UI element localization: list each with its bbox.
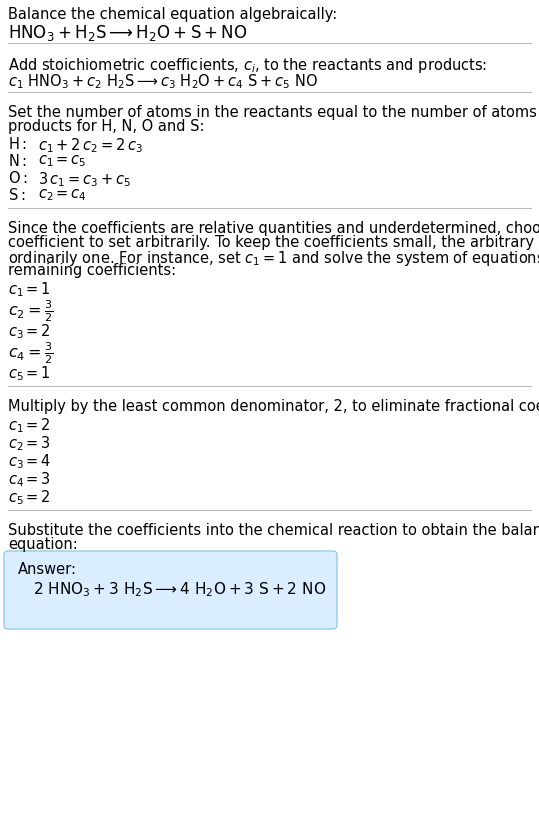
Text: $\mathrm{N:}$: $\mathrm{N:}$ <box>8 153 27 169</box>
Text: $c_2 = \frac{3}{2}$: $c_2 = \frac{3}{2}$ <box>8 298 53 324</box>
Text: $3\,c_1 = c_3 + c_5$: $3\,c_1 = c_3 + c_5$ <box>38 170 132 189</box>
Text: $c_1 = 2$: $c_1 = 2$ <box>8 416 51 435</box>
Text: $\mathrm{HNO_3 + H_2S} \longrightarrow \mathrm{H_2O + S + NO}$: $\mathrm{HNO_3 + H_2S} \longrightarrow \… <box>8 23 247 43</box>
Text: $c_3 = 4$: $c_3 = 4$ <box>8 452 51 471</box>
Text: $\mathrm{O:}$: $\mathrm{O:}$ <box>8 170 27 186</box>
Text: $c_2 = c_4$: $c_2 = c_4$ <box>38 187 87 203</box>
Text: Add stoichiometric coefficients, $c_i$, to the reactants and products:: Add stoichiometric coefficients, $c_i$, … <box>8 56 487 75</box>
Text: remaining coefficients:: remaining coefficients: <box>8 263 176 278</box>
Text: ordinarily one. For instance, set $c_1 = 1$ and solve the system of equations fo: ordinarily one. For instance, set $c_1 =… <box>8 249 539 268</box>
Text: $c_4 = \frac{3}{2}$: $c_4 = \frac{3}{2}$ <box>8 340 53 366</box>
Text: $\mathrm{H:}$: $\mathrm{H:}$ <box>8 136 27 152</box>
Text: $c_1 = 1$: $c_1 = 1$ <box>8 280 51 298</box>
Text: coefficient to set arbitrarily. To keep the coefficients small, the arbitrary va: coefficient to set arbitrarily. To keep … <box>8 235 539 250</box>
FancyBboxPatch shape <box>4 551 337 629</box>
Text: Substitute the coefficients into the chemical reaction to obtain the balanced: Substitute the coefficients into the che… <box>8 523 539 538</box>
Text: $c_4 = 3$: $c_4 = 3$ <box>8 470 51 489</box>
Text: $2\ \mathrm{HNO_3} + 3\ \mathrm{H_2S} \longrightarrow 4\ \mathrm{H_2O} + 3\ \mat: $2\ \mathrm{HNO_3} + 3\ \mathrm{H_2S} \l… <box>33 580 326 598</box>
Text: equation:: equation: <box>8 537 78 552</box>
Text: Answer:: Answer: <box>18 562 77 577</box>
Text: $c_1 = c_5$: $c_1 = c_5$ <box>38 153 87 169</box>
Text: Set the number of atoms in the reactants equal to the number of atoms in the: Set the number of atoms in the reactants… <box>8 105 539 120</box>
Text: $c_1\ \mathrm{HNO_3} + c_2\ \mathrm{H_2S} \longrightarrow c_3\ \mathrm{H_2O} + c: $c_1\ \mathrm{HNO_3} + c_2\ \mathrm{H_2S… <box>8 72 318 90</box>
Text: $c_5 = 1$: $c_5 = 1$ <box>8 364 51 383</box>
Text: Since the coefficients are relative quantities and underdetermined, choose a: Since the coefficients are relative quan… <box>8 221 539 236</box>
Text: products for H, N, O and S:: products for H, N, O and S: <box>8 119 204 134</box>
Text: Balance the chemical equation algebraically:: Balance the chemical equation algebraica… <box>8 7 337 22</box>
Text: $\mathrm{S:}$: $\mathrm{S:}$ <box>8 187 25 203</box>
Text: $c_5 = 2$: $c_5 = 2$ <box>8 488 51 506</box>
Text: $c_3 = 2$: $c_3 = 2$ <box>8 322 51 340</box>
Text: $c_2 = 3$: $c_2 = 3$ <box>8 434 51 453</box>
Text: Multiply by the least common denominator, 2, to eliminate fractional coefficient: Multiply by the least common denominator… <box>8 399 539 414</box>
Text: $c_1 + 2\,c_2 = 2\,c_3$: $c_1 + 2\,c_2 = 2\,c_3$ <box>38 136 143 155</box>
